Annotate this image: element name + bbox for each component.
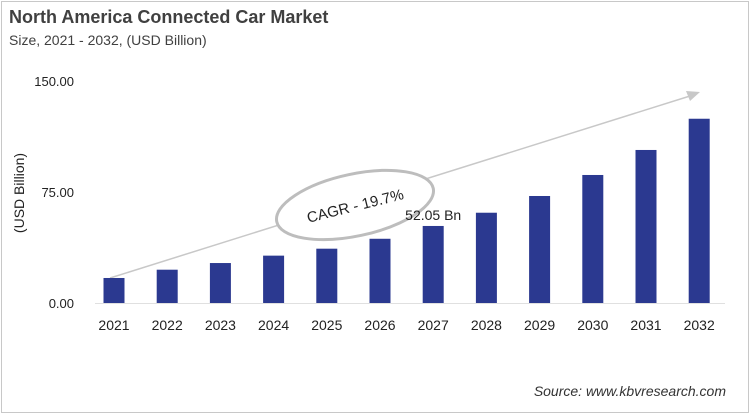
- y-tick-label: 150.00: [34, 74, 74, 89]
- bar-2031: [635, 149, 657, 303]
- cagr-annotation: CAGR - 19.7%: [274, 168, 436, 242]
- bar-2024: [263, 255, 285, 303]
- x-tick-label: 2028: [471, 317, 502, 333]
- x-tick-label: 2029: [524, 317, 555, 333]
- x-tick-label: 2027: [418, 317, 449, 333]
- bar-2027: [422, 225, 444, 303]
- x-tick-label: 2030: [577, 317, 608, 333]
- data-label-2027: 52.05 Bn: [405, 207, 461, 223]
- chart-subtitle: Size, 2021 - 2032, (USD Billion): [9, 32, 207, 48]
- y-tick-label: 0.00: [49, 296, 74, 311]
- x-tick-label: 2021: [98, 317, 129, 333]
- chart-title: North America Connected Car Market: [9, 7, 329, 27]
- bar-2023: [209, 263, 231, 303]
- bar-2028: [475, 212, 497, 303]
- bar-2025: [316, 248, 338, 303]
- bar-2032: [688, 118, 710, 304]
- bar-2030: [582, 174, 604, 303]
- x-tick-label: 2023: [205, 317, 236, 333]
- source-note: Source: www.kbvresearch.com: [533, 383, 726, 399]
- bar-2029: [529, 195, 551, 303]
- x-tick-label: 2022: [152, 317, 183, 333]
- y-tick-label: 75.00: [41, 185, 74, 200]
- x-tick-label: 2031: [630, 317, 661, 333]
- x-tick-label: 2026: [364, 317, 395, 333]
- x-tick-label: 2032: [684, 317, 715, 333]
- x-tick-label: 2024: [258, 317, 289, 333]
- x-tick-label: 2025: [311, 317, 342, 333]
- bar-2026: [369, 238, 391, 303]
- y-axis-label: (USD Billion): [11, 153, 27, 233]
- bar-2021: [103, 277, 125, 303]
- bar-2022: [156, 269, 178, 303]
